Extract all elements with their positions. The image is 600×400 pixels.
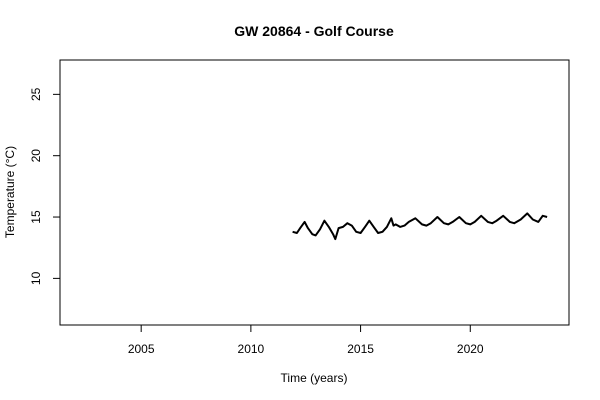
chart-title: GW 20864 - Golf Course [234, 23, 394, 39]
y-tick-label: 10 [29, 271, 43, 285]
y-tick-label: 20 [29, 149, 43, 163]
y-tick-label: 15 [29, 210, 43, 224]
x-tick-label: 2015 [347, 342, 374, 356]
x-tick-label: 2005 [128, 342, 155, 356]
series-group [292, 212, 548, 241]
plot-frame [59, 59, 570, 326]
temperature-series-line [292, 212, 548, 241]
x-axis-ticks: 2005 2010 2015 2020 [128, 325, 484, 356]
x-tick-label: 2020 [457, 342, 484, 356]
y-axis-label: Temperature (°C) [3, 146, 17, 238]
x-axis-label: Time (years) [281, 371, 348, 385]
y-axis-ticks: 10 15 20 25 [29, 87, 60, 285]
x-tick-label: 2010 [238, 342, 265, 356]
y-tick-label: 25 [29, 87, 43, 101]
